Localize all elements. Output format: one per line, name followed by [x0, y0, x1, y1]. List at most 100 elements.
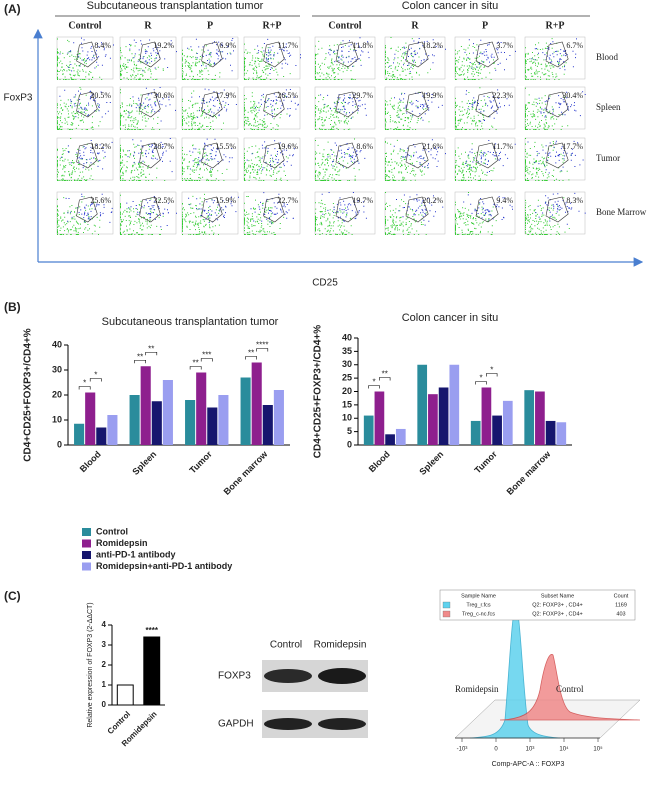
y-tick-label: 4	[102, 620, 107, 629]
gate	[545, 142, 569, 169]
legend-label: anti-PD-1 antibody	[96, 549, 176, 559]
y-tick-label: 5	[347, 426, 352, 436]
table-header: Subset Name	[541, 593, 574, 599]
significance-bracket	[134, 359, 146, 364]
scatter-green	[455, 192, 497, 235]
gate-percentage: 30.4%	[562, 91, 583, 100]
scatter-blue	[396, 194, 444, 226]
scatter-blue	[393, 139, 446, 169]
legend-label: Romidepsin+anti-PD-1 antibody	[96, 561, 232, 571]
significance-bracket	[486, 373, 498, 377]
gate	[405, 91, 429, 118]
legend-label: Control	[96, 526, 128, 536]
gate-percentage: 30.6%	[153, 91, 174, 100]
row-label: Bone Marrow	[596, 207, 647, 217]
y-tick-label: 20	[342, 386, 352, 396]
bar	[107, 415, 118, 445]
y-tick-label: 2	[102, 660, 107, 669]
x-axis-label: CD25	[312, 278, 338, 289]
chart-title: Colon cancer in situ	[402, 312, 499, 324]
plot-frame	[454, 137, 516, 181]
x-tick-label: -10³	[457, 747, 468, 753]
y-tick-label: 30	[342, 359, 352, 369]
plot-frame	[119, 191, 177, 235]
plot-frame	[243, 137, 301, 181]
scatter-green	[525, 197, 570, 235]
significance-label: *	[479, 374, 482, 383]
gate	[139, 91, 161, 118]
plot-frame	[454, 36, 516, 80]
gate-percentage: 20.5%	[90, 91, 111, 100]
column-header: Control	[68, 20, 101, 31]
bar	[395, 428, 406, 445]
y-tick-label: 40	[52, 339, 62, 349]
table-header: Sample Name	[461, 593, 496, 599]
y-tick-label: 0	[57, 439, 62, 449]
band-label: FOXP3	[218, 671, 251, 682]
significance-bracket	[78, 386, 91, 390]
column-header: R+P	[262, 20, 281, 31]
significance-bracket	[189, 366, 202, 370]
bar	[96, 427, 107, 445]
legend-swatch	[82, 539, 91, 548]
gate	[263, 91, 285, 118]
plot-frame	[119, 137, 177, 181]
column-header: Control	[328, 20, 361, 31]
group-title: Subcutaneous transplantation tumor	[87, 0, 264, 12]
y-tick-label: 15	[342, 399, 352, 409]
gate-percentage: 19.2%	[153, 41, 174, 50]
significance-bracket	[200, 358, 213, 362]
gate	[405, 142, 429, 169]
x-tick-label: Tumor	[472, 449, 499, 476]
significance-bracket	[379, 377, 391, 381]
gate-percentage: 26.5%	[277, 91, 298, 100]
scatter-green	[120, 194, 164, 235]
scatter-blue	[128, 87, 176, 122]
gate-percentage: 8.3%	[566, 196, 583, 205]
x-tick-label: Spleen	[417, 449, 445, 477]
plot-frame	[314, 137, 376, 181]
y-axis-label: FoxP3	[4, 93, 33, 104]
gate	[545, 41, 569, 68]
gate-percentage: 29.7%	[352, 91, 373, 100]
x-tick-label: Blood	[78, 449, 103, 474]
band-label: GAPDH	[218, 719, 254, 730]
bar	[417, 364, 428, 445]
band	[318, 668, 366, 684]
table-cell: Treg_r.fcs	[466, 602, 490, 608]
gate	[335, 196, 359, 223]
y-tick-label: 30	[52, 364, 62, 374]
plot-frame	[243, 36, 301, 80]
bar	[240, 377, 251, 445]
legend-swatch	[82, 551, 91, 559]
bar	[218, 395, 229, 445]
table-cell: Q2: FOXP3+ , CD4+	[532, 602, 582, 608]
gate	[76, 196, 98, 223]
gate	[263, 41, 285, 68]
y-tick-label: 10	[342, 413, 352, 423]
x-tick-label: 10⁵	[593, 746, 603, 753]
gate	[201, 142, 223, 169]
gate-percentage: 18.2%	[90, 142, 111, 151]
gate-percentage: 19.7%	[352, 196, 373, 205]
bar	[385, 434, 395, 445]
bar	[438, 387, 449, 445]
scatter-blue	[465, 89, 510, 122]
gate	[76, 91, 98, 118]
bar	[143, 636, 161, 706]
bar	[545, 420, 556, 445]
y-tick-label: 0	[102, 700, 107, 709]
significance-label: *	[490, 366, 493, 375]
gate-percentage: 22.3%	[492, 91, 513, 100]
bar	[162, 380, 173, 445]
y-tick-label: 40	[342, 332, 352, 342]
table-cell: Q2: FOXP3+ , CD4+	[532, 611, 582, 617]
x-tick-label: Control	[106, 710, 132, 736]
gate	[335, 91, 359, 118]
significance-bracket	[368, 385, 380, 389]
y-tick-label: 35	[342, 346, 352, 356]
gate-percentage: 28.7%	[153, 142, 174, 151]
x-tick-label: 10⁴	[559, 746, 569, 753]
plot-frame	[314, 86, 376, 130]
gate-percentage: 15.9%	[215, 196, 236, 205]
